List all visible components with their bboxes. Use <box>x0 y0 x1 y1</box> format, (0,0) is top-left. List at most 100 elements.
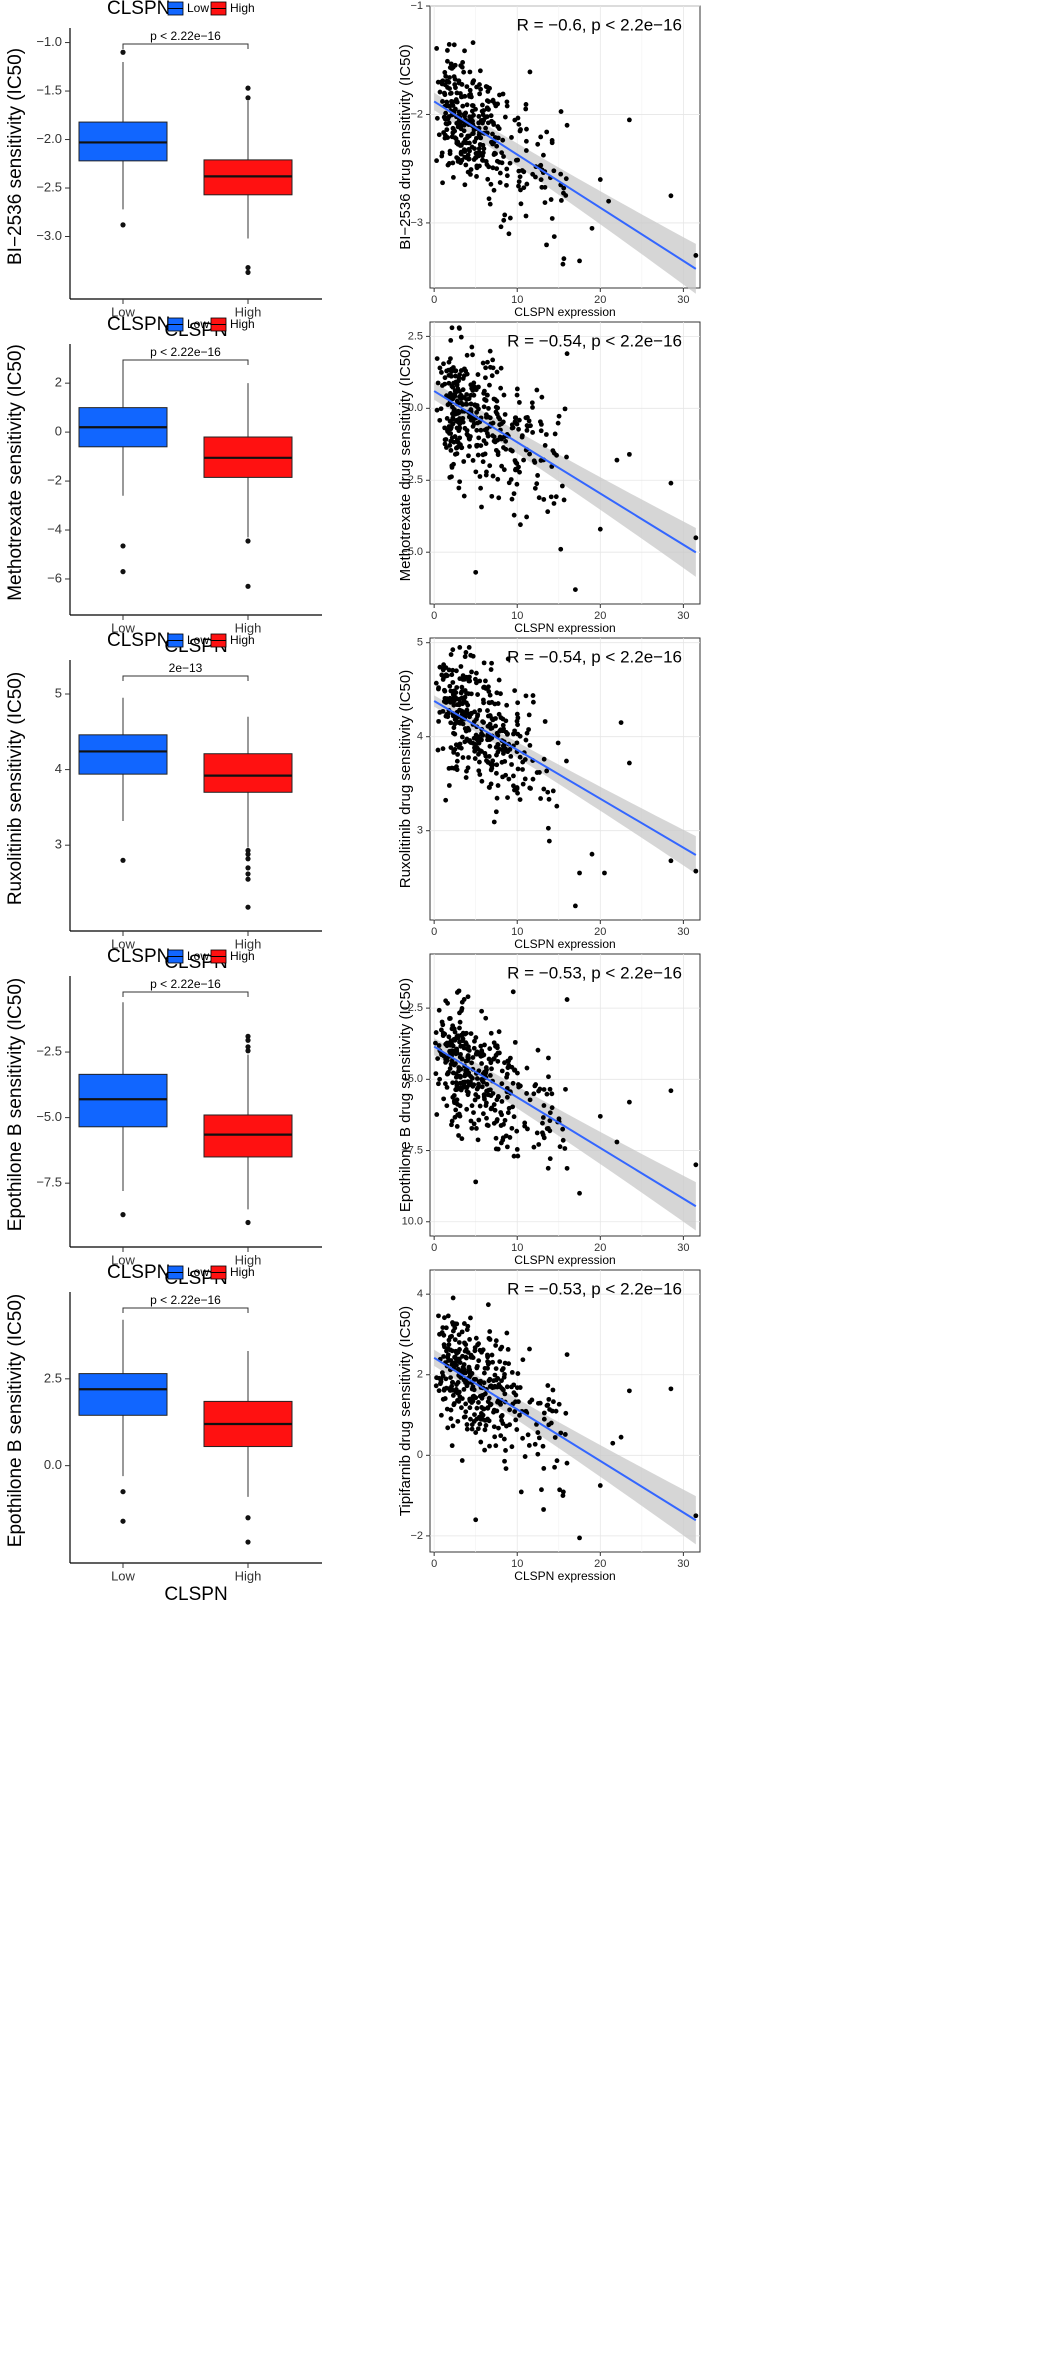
scatter-point <box>480 1406 486 1412</box>
scatter-point <box>475 452 481 458</box>
scatter-point <box>467 92 472 98</box>
scatter-point <box>527 69 533 75</box>
scatter-point <box>693 1513 699 1519</box>
y-tick-label: 2.5 <box>44 1370 62 1385</box>
scatter-point <box>438 406 444 412</box>
scatter-point <box>446 1386 452 1391</box>
scatter-point <box>526 712 532 718</box>
scatter-point <box>454 1097 460 1103</box>
x-tick-label: Low <box>111 1568 135 1583</box>
scatter-point <box>477 772 483 777</box>
x-tick-label: High <box>235 620 262 635</box>
scatter-point <box>459 684 465 690</box>
scatter-point <box>550 788 556 794</box>
scatter-point <box>457 1019 463 1025</box>
scatter-point <box>443 672 449 678</box>
scatter-point <box>464 371 470 377</box>
scatter-point <box>471 1418 477 1424</box>
scatter-point <box>554 803 560 809</box>
scatter-point <box>435 1056 441 1061</box>
scatter-point <box>478 443 484 449</box>
scatter-point <box>462 48 467 54</box>
scatter-point <box>501 154 506 159</box>
scatter-point <box>495 124 501 129</box>
scatter-point <box>457 1039 462 1045</box>
x-tick-label: 10 <box>511 926 523 938</box>
pvalue-label: p < 2.22e−16 <box>150 1293 221 1307</box>
scatter-point <box>499 150 505 156</box>
scatter-point <box>495 1058 501 1064</box>
scatter-point <box>478 1410 484 1416</box>
scatter-point <box>466 414 472 420</box>
scatter-point <box>477 142 483 147</box>
scatter-point <box>523 106 529 112</box>
scatter-point <box>467 678 473 684</box>
scatter-point <box>541 1410 547 1416</box>
scatter-point <box>514 1427 520 1432</box>
scatter-point <box>462 1340 467 1346</box>
outlier-point <box>245 264 251 271</box>
scatter-point <box>540 1130 545 1136</box>
scatter-point <box>476 114 482 119</box>
scatter-point <box>562 406 568 412</box>
legend-label-low: Low <box>187 1265 209 1279</box>
scatter-point <box>444 1103 450 1109</box>
scatter-point <box>475 734 481 740</box>
scatter-point <box>460 387 466 393</box>
scatter-point <box>488 781 494 787</box>
scatter-point <box>461 1321 467 1326</box>
scatter-point <box>455 139 461 145</box>
y-tick-label: 2.5 <box>408 330 423 342</box>
scatter-point <box>456 485 462 491</box>
scatter-point <box>501 1436 507 1442</box>
scatter-point <box>467 674 472 680</box>
scatter-point <box>479 1053 485 1059</box>
correlation-annotation: R = −0.53, p < 2.2e−16 <box>507 1279 682 1298</box>
scatter-point <box>491 819 497 825</box>
scatter-point <box>467 1405 473 1411</box>
x-tick-label: 30 <box>677 610 689 622</box>
scatter-point <box>501 392 507 398</box>
scatter-point <box>470 388 476 393</box>
scatter-point <box>489 1352 495 1358</box>
scatter-point <box>458 151 464 157</box>
scatter-point <box>470 352 475 358</box>
scatter-point <box>513 1417 519 1423</box>
scatter-point <box>480 360 486 366</box>
scatter-point <box>500 1387 506 1393</box>
scatter-point <box>546 1074 551 1080</box>
scatter-point <box>452 411 458 417</box>
y-tick-label: −3 <box>410 217 423 229</box>
scatter-point <box>525 1432 531 1438</box>
scatter-point <box>454 451 460 457</box>
scatter-point <box>472 748 478 754</box>
scatter-point <box>468 1315 473 1321</box>
scatter-point <box>512 117 518 123</box>
scatter-point <box>597 177 603 182</box>
y-tick-label: −7.5 <box>36 1175 62 1190</box>
scatter-point <box>496 1029 502 1035</box>
scatter-point <box>445 1000 451 1006</box>
correlation-annotation: R = −0.6, p < 2.2e−16 <box>517 15 682 34</box>
scatter-point <box>502 746 508 751</box>
scatter-point <box>465 1380 471 1386</box>
scatter-point <box>449 435 455 441</box>
scatter-point <box>489 373 495 379</box>
scatter-point <box>440 667 446 673</box>
scatter-point <box>508 753 514 759</box>
scatter-point <box>467 87 473 93</box>
scatter-point <box>511 491 517 497</box>
scatter-point <box>444 1040 450 1046</box>
scatter-point <box>459 734 465 740</box>
regression-line <box>433 700 697 856</box>
scatter-point <box>540 1120 545 1126</box>
outlier-point <box>245 847 251 854</box>
scatter-point <box>472 384 477 390</box>
y-tick-label: 10.0 <box>402 1216 423 1228</box>
scatter-point <box>448 1407 454 1413</box>
x-axis-title: CLSPN expression <box>514 1253 615 1267</box>
scatter-point <box>446 42 452 47</box>
scatter-point <box>445 58 450 64</box>
outlier-point <box>245 865 251 871</box>
scatter-point <box>478 1043 484 1049</box>
